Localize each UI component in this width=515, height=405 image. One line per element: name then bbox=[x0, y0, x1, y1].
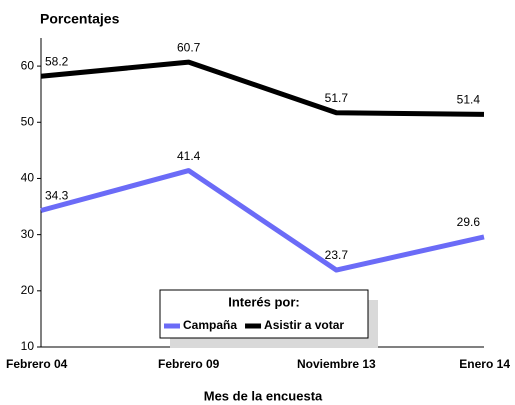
series-line bbox=[40, 168, 485, 273]
legend-title: Interés por: bbox=[228, 294, 300, 309]
legend-box bbox=[159, 289, 369, 339]
y-tick-label: 10 bbox=[21, 339, 35, 353]
data-label: 60.7 bbox=[177, 40, 201, 54]
data-label: 23.7 bbox=[325, 248, 349, 262]
x-axis-title: Mes de la encuesta bbox=[204, 388, 323, 403]
x-tick-label: Enero 14 bbox=[459, 357, 510, 371]
data-label: 41.4 bbox=[177, 149, 201, 163]
y-tick-label: 30 bbox=[21, 227, 35, 241]
series-line bbox=[40, 59, 485, 117]
chart-title: Porcentajes bbox=[40, 11, 120, 27]
legend-label: Campaña bbox=[183, 318, 237, 332]
y-tick-label: 40 bbox=[21, 171, 35, 185]
y-tick-label: 50 bbox=[21, 114, 35, 128]
data-label: 51.4 bbox=[457, 93, 481, 107]
data-label: 34.3 bbox=[45, 189, 69, 203]
data-label: 51.7 bbox=[325, 91, 349, 105]
x-tick-label: Noviembre 13 bbox=[297, 357, 376, 371]
y-tick-label: 20 bbox=[21, 283, 35, 297]
legend-label: Asistir a votar bbox=[264, 318, 344, 332]
x-tick-label: Febrero 04 bbox=[6, 357, 68, 371]
data-label: 29.6 bbox=[457, 215, 481, 229]
x-tick-label: Febrero 09 bbox=[158, 357, 220, 371]
y-tick-label: 60 bbox=[21, 58, 35, 72]
data-label: 58.2 bbox=[45, 54, 69, 68]
